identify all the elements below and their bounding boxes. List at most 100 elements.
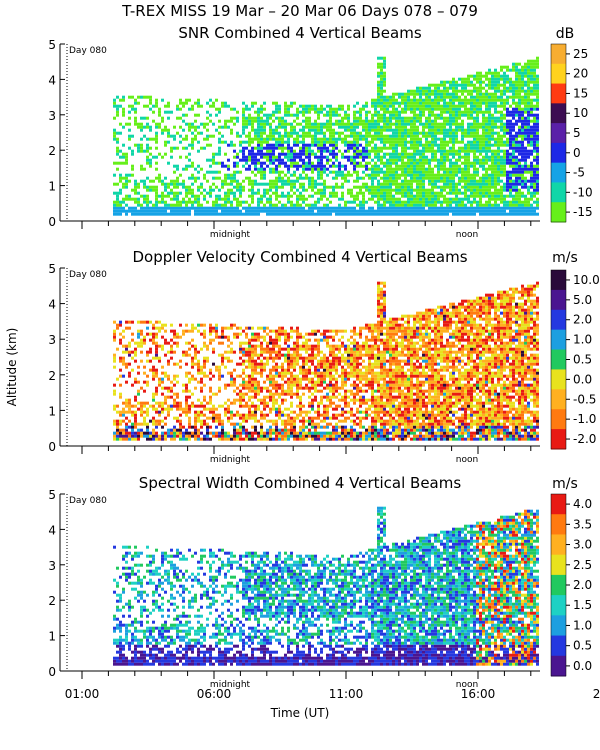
- heatmap-cell: [524, 158, 527, 162]
- heatmap-cell: [467, 185, 470, 189]
- heatmap-cell: [491, 95, 494, 99]
- heatmap-cell: [494, 158, 497, 162]
- heatmap-cell: [458, 89, 461, 93]
- heatmap-cell: [344, 167, 347, 171]
- heatmap-cell: [296, 113, 299, 117]
- heatmap-cell: [494, 137, 497, 141]
- heatmap-cell: [122, 176, 125, 180]
- heatmap-cell: [164, 209, 167, 213]
- colorbar-tick-label: 5: [573, 126, 581, 140]
- heatmap-cell: [326, 203, 329, 207]
- heatmap-cell: [473, 137, 476, 141]
- heatmap-cell: [233, 170, 236, 174]
- heatmap-cell: [506, 143, 509, 147]
- heatmap-cell: [494, 176, 497, 180]
- heatmap-cell: [284, 146, 287, 150]
- heatmap-cell: [314, 137, 317, 141]
- heatmap-cell: [302, 137, 305, 141]
- heatmap-cell: [410, 131, 413, 135]
- heatmap-cell: [533, 179, 536, 183]
- heatmap-cell: [236, 203, 239, 207]
- heatmap-cell: [494, 179, 497, 183]
- heatmap-cell: [152, 431, 155, 435]
- heatmap-cell: [464, 98, 467, 102]
- heatmap-cell: [404, 143, 407, 147]
- heatmap-cell: [131, 422, 134, 426]
- heatmap-cell: [446, 206, 449, 210]
- heatmap-cell: [524, 125, 527, 129]
- heatmap-cell: [404, 131, 407, 135]
- heatmap-cell: [464, 167, 467, 171]
- heatmap-cell: [431, 107, 434, 111]
- heatmap-cell: [353, 128, 356, 132]
- heatmap-cell: [218, 107, 221, 111]
- heatmap-cell: [407, 107, 410, 111]
- heatmap-cell: [194, 326, 197, 330]
- heatmap-cell: [413, 200, 416, 204]
- heatmap-cell: [524, 161, 527, 165]
- heatmap-cell: [245, 107, 248, 111]
- heatmap-cell: [281, 209, 284, 213]
- heatmap-cell: [236, 164, 239, 168]
- heatmap-cell: [392, 167, 395, 171]
- heatmap-cell: [143, 116, 146, 120]
- heatmap-cell: [473, 161, 476, 165]
- heatmap-cell: [152, 332, 155, 336]
- heatmap-cell: [251, 125, 254, 129]
- heatmap-cell: [536, 86, 539, 90]
- heatmap-cell: [308, 212, 311, 216]
- heatmap-cell: [164, 194, 167, 198]
- heatmap-cell: [314, 182, 317, 186]
- heatmap-cell: [254, 182, 257, 186]
- heatmap-cell: [149, 98, 152, 102]
- heatmap-cell: [218, 437, 221, 441]
- heatmap-cell: [362, 209, 365, 213]
- heatmap-cell: [497, 191, 500, 195]
- heatmap-cell: [386, 110, 389, 114]
- heatmap-cell: [143, 335, 146, 339]
- heatmap-cell: [524, 122, 527, 126]
- heatmap-cell: [344, 173, 347, 177]
- heatmap-cell: [350, 128, 353, 132]
- heatmap-cell: [383, 155, 386, 159]
- heatmap-cell: [404, 173, 407, 177]
- heatmap-cell: [182, 389, 185, 393]
- heatmap-cell: [482, 194, 485, 198]
- heatmap-cell: [467, 110, 470, 114]
- heatmap-cell: [446, 128, 449, 132]
- heatmap-cell: [380, 209, 383, 213]
- heatmap-cell: [242, 128, 245, 132]
- heatmap-cell: [503, 134, 506, 138]
- heatmap-cell: [362, 128, 365, 132]
- heatmap-cell: [236, 152, 239, 156]
- heatmap-cell: [197, 101, 200, 105]
- heatmap-cell: [218, 368, 221, 372]
- heatmap-cell: [113, 131, 116, 135]
- heatmap-cell: [446, 131, 449, 135]
- heatmap-cell: [536, 212, 539, 216]
- heatmap-cell: [404, 161, 407, 165]
- heatmap-cell: [224, 194, 227, 198]
- heatmap-cell: [143, 167, 146, 171]
- heatmap-cell: [140, 128, 143, 132]
- heatmap-cell: [128, 404, 131, 408]
- heatmap-cell: [491, 203, 494, 207]
- heatmap-cell: [320, 182, 323, 186]
- heatmap-cell: [125, 437, 128, 441]
- heatmap-cell: [281, 182, 284, 186]
- heatmap-cell: [512, 80, 515, 84]
- heatmap-cell: [521, 206, 524, 210]
- heatmap-cell: [161, 179, 164, 183]
- heatmap-cell: [461, 140, 464, 144]
- heatmap-cell: [119, 155, 122, 159]
- heatmap-cell: [152, 110, 155, 114]
- heatmap-cell: [371, 101, 374, 105]
- heatmap-cell: [308, 167, 311, 171]
- heatmap-cell: [242, 413, 245, 417]
- heatmap-cell: [257, 122, 260, 126]
- heatmap-cell: [233, 176, 236, 180]
- heatmap-cell: [476, 77, 479, 81]
- heatmap-cell: [314, 134, 317, 138]
- heatmap-cell: [518, 146, 521, 150]
- heatmap-cell: [398, 203, 401, 207]
